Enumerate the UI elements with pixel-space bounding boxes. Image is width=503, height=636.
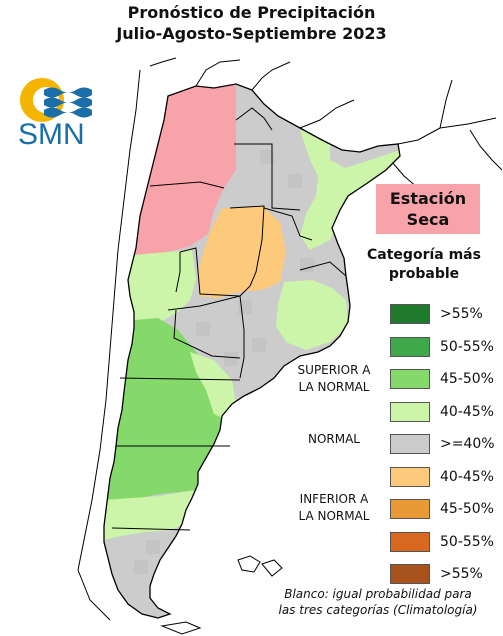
note-line-2: las tres categorías (Climatología) [278, 603, 478, 617]
title-line-2: Julio-Agosto-Septiembre 2023 [116, 24, 387, 43]
legend-label-1: 50-55% [440, 339, 494, 355]
legend-label-3: 40-45% [440, 404, 494, 420]
legend-group-inferior-line-2: LA NORMAL [298, 509, 370, 523]
legend-label-4: >=40% [440, 436, 495, 452]
neighbor-borders [149, 57, 503, 205]
legend-group-superior: SUPERIOR A LA NORMAL [286, 362, 382, 396]
legend-swatch-6 [390, 499, 430, 519]
region-above-normal-chubut [190, 352, 236, 420]
legend-swatch-8 [390, 564, 430, 584]
legend-label-8: >55% [440, 566, 483, 582]
legend-label-5: 40-45% [440, 469, 494, 485]
legend-title-line-2: probable [388, 266, 460, 282]
legend-swatch-2 [390, 369, 430, 389]
legend-label-0: >55% [440, 306, 483, 322]
legend-group-normal: NORMAL [286, 431, 382, 448]
legend-title: Categoría más probable [356, 246, 492, 284]
legend-title-line-1: Categoría más [367, 247, 481, 263]
map-title: Pronóstico de Precipitación Julio-Agosto… [0, 2, 503, 44]
legend-swatch-4 [390, 434, 430, 454]
legend-swatch-5 [390, 467, 430, 487]
argentina-outline [103, 83, 401, 619]
chile-coast [77, 69, 141, 621]
region-above-normal-cuyo [120, 250, 196, 336]
season-line-2: Seca [406, 210, 450, 229]
climatology-note: Blanco: igual probabilidad para las tres… [262, 586, 494, 618]
islands [160, 555, 283, 635]
smn-logo-text: SMN [18, 118, 85, 151]
legend-swatch-0 [390, 304, 430, 324]
legend-label-2: 45-50% [440, 371, 494, 387]
legend-group-inferior-line-1: INFERIOR A [299, 492, 369, 506]
smn-logo [20, 78, 92, 122]
region-below-normal-center [198, 206, 286, 298]
legend-swatch-1 [390, 337, 430, 357]
dry-season-label: Estación Seca [376, 184, 480, 234]
legend-group-superior-line-1: SUPERIOR A [297, 363, 371, 377]
province-borders [111, 107, 347, 531]
title-line-1: Pronóstico de Precipitación [127, 3, 376, 22]
legend-group-superior-line-2: LA NORMAL [298, 380, 370, 394]
region-above-normal-santacruz [104, 490, 196, 540]
season-line-1: Estación [389, 189, 467, 208]
legend-group-inferior: INFERIOR A LA NORMAL [286, 491, 382, 525]
note-line-1: Blanco: igual probabilidad para [284, 587, 472, 601]
legend-group-normal-text: NORMAL [307, 432, 360, 446]
region-above-normal-bsas [276, 280, 348, 350]
legend-swatch-3 [390, 402, 430, 422]
legend-swatch-7 [390, 532, 430, 552]
legend-label-7: 50-55% [440, 534, 494, 550]
legend-label-6: 45-50% [440, 501, 494, 517]
region-above-normal-nea [300, 130, 400, 250]
